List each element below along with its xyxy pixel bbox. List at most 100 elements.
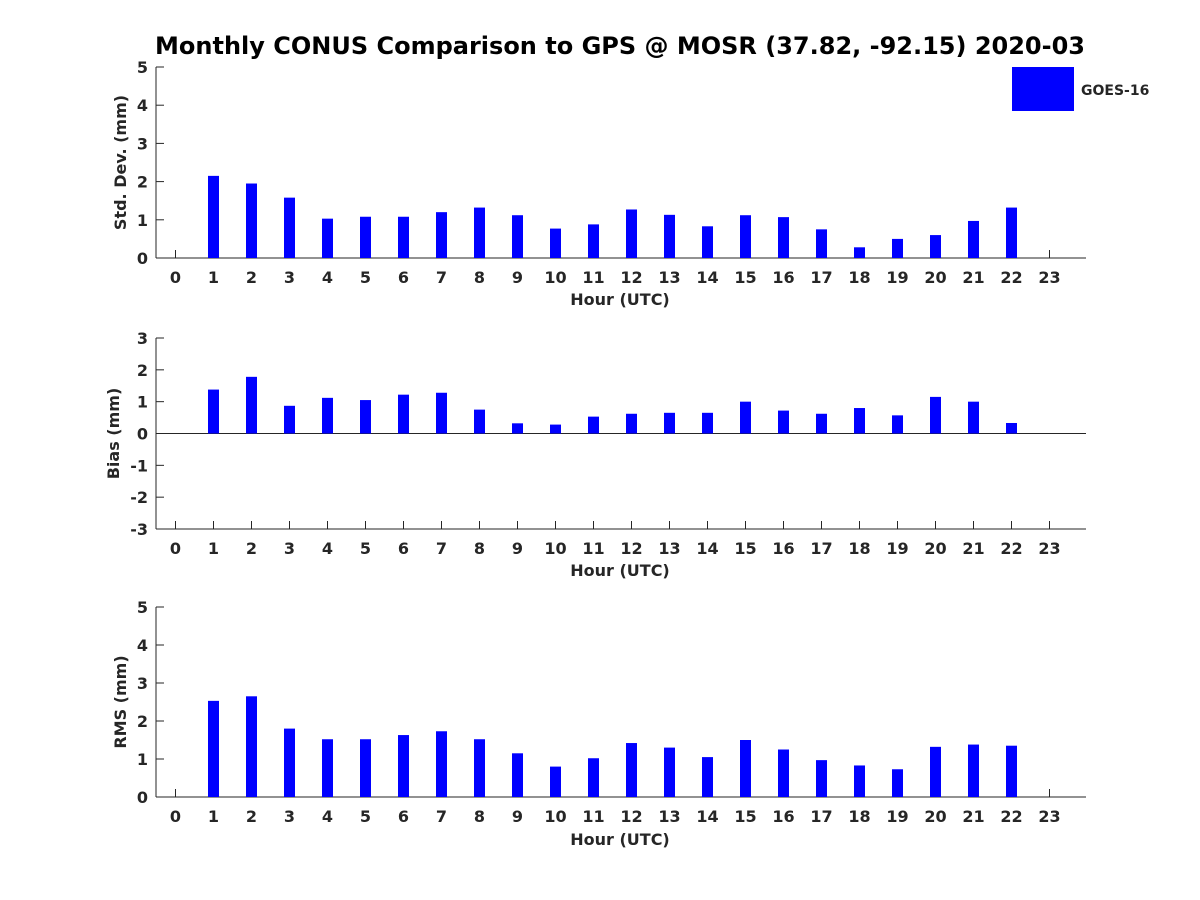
y-tick-label: 2 xyxy=(137,712,148,731)
y-tick-label: 2 xyxy=(137,361,148,380)
x-tick-label: 7 xyxy=(436,807,447,826)
bar xyxy=(626,209,637,258)
x-tick-label: 10 xyxy=(544,268,566,287)
bar xyxy=(246,183,257,258)
bar xyxy=(550,766,561,797)
x-tick-label: 6 xyxy=(398,807,409,826)
bar xyxy=(854,408,865,434)
x-tick-label: 14 xyxy=(696,807,718,826)
x-tick-label: 0 xyxy=(170,807,181,826)
x-tick-label: 10 xyxy=(544,807,566,826)
bar xyxy=(208,700,219,797)
x-tick-label: 9 xyxy=(512,807,523,826)
bar xyxy=(588,224,599,258)
bar xyxy=(512,753,523,797)
legend-swatch xyxy=(1012,67,1074,111)
bar xyxy=(474,207,485,258)
bar xyxy=(436,731,447,797)
x-tick-label: 23 xyxy=(1038,268,1060,287)
bar xyxy=(702,226,713,258)
y-tick-label: 5 xyxy=(137,58,148,77)
x-tick-label: 16 xyxy=(772,268,794,287)
bar xyxy=(664,747,675,797)
x-tick-label: 8 xyxy=(474,268,485,287)
x-tick-label: 20 xyxy=(924,807,946,826)
bar xyxy=(816,413,827,434)
bar xyxy=(740,215,751,258)
x-tick-label: 19 xyxy=(886,539,908,558)
x-tick-label: 19 xyxy=(886,807,908,826)
bar xyxy=(284,197,295,258)
y-tick-label: 0 xyxy=(137,249,148,268)
x-tick-label: 21 xyxy=(962,268,984,287)
bar xyxy=(360,400,371,434)
x-tick-label: 12 xyxy=(620,539,642,558)
y-axis-label: Bias (mm) xyxy=(104,388,123,480)
x-tick-label: 11 xyxy=(582,807,604,826)
bar xyxy=(398,216,409,258)
bar xyxy=(474,409,485,434)
x-tick-label: 5 xyxy=(360,268,371,287)
bar xyxy=(398,394,409,434)
x-tick-label: 15 xyxy=(734,539,756,558)
bar xyxy=(360,739,371,797)
x-tick-label: 5 xyxy=(360,539,371,558)
x-tick-label: 6 xyxy=(398,268,409,287)
bar xyxy=(474,739,485,797)
y-tick-label: 0 xyxy=(137,788,148,807)
x-tick-label: 22 xyxy=(1000,539,1022,558)
y-tick-label: 4 xyxy=(137,96,148,115)
y-tick-label: 0 xyxy=(137,425,148,444)
x-tick-label: 7 xyxy=(436,268,447,287)
y-tick-label: -2 xyxy=(130,488,148,507)
bar xyxy=(778,410,789,434)
x-tick-label: 12 xyxy=(620,807,642,826)
bar xyxy=(930,396,941,434)
bar xyxy=(322,397,333,434)
bar xyxy=(702,412,713,434)
x-tick-label: 6 xyxy=(398,539,409,558)
bar xyxy=(816,229,827,258)
x-tick-label: 2 xyxy=(246,268,257,287)
x-tick-label: 2 xyxy=(246,807,257,826)
x-tick-label: 3 xyxy=(284,807,295,826)
x-tick-label: 13 xyxy=(658,539,680,558)
chart-title: Monthly CONUS Comparison to GPS @ MOSR (… xyxy=(155,32,1085,60)
x-tick-label: 17 xyxy=(810,807,832,826)
bar xyxy=(246,376,257,434)
x-tick-label: 5 xyxy=(360,807,371,826)
bar xyxy=(246,696,257,797)
x-tick-label: 23 xyxy=(1038,807,1060,826)
x-tick-label: 18 xyxy=(848,539,870,558)
x-tick-label: 21 xyxy=(962,807,984,826)
bar xyxy=(892,238,903,258)
bar xyxy=(968,220,979,258)
x-tick-label: 9 xyxy=(512,268,523,287)
y-tick-label: 1 xyxy=(137,750,148,769)
x-tick-label: 16 xyxy=(772,807,794,826)
x-tick-label: 1 xyxy=(208,268,219,287)
bar xyxy=(550,228,561,258)
x-tick-label: 18 xyxy=(848,807,870,826)
bar xyxy=(360,216,371,258)
bar xyxy=(284,405,295,434)
x-axis-label: Hour (UTC) xyxy=(570,830,670,849)
x-tick-label: 10 xyxy=(544,539,566,558)
legend-label: GOES-16 xyxy=(1081,83,1149,99)
legend: GOES-16 xyxy=(1012,67,1149,111)
x-tick-label: 8 xyxy=(474,807,485,826)
y-axis-label: RMS (mm) xyxy=(111,655,130,748)
x-tick-label: 14 xyxy=(696,539,718,558)
x-tick-label: 20 xyxy=(924,268,946,287)
bar xyxy=(740,740,751,797)
bar xyxy=(968,744,979,797)
y-tick-label: 1 xyxy=(137,211,148,230)
bar xyxy=(436,212,447,258)
x-tick-label: 8 xyxy=(474,539,485,558)
bar xyxy=(436,392,447,434)
bar xyxy=(854,765,865,797)
x-tick-label: 0 xyxy=(170,539,181,558)
